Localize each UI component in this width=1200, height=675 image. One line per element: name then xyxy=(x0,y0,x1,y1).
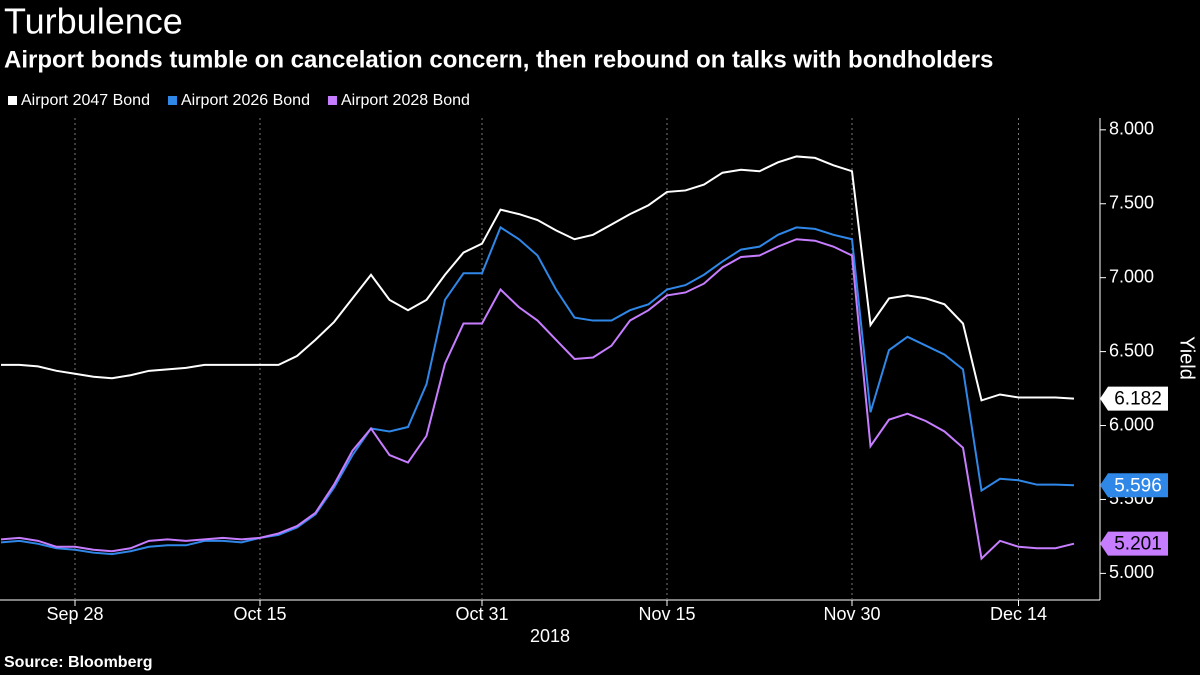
series-line xyxy=(1,155,1075,402)
y-tick-label: 7.500 xyxy=(1109,193,1154,213)
end-label: 5.596 xyxy=(1114,475,1162,496)
legend-swatch xyxy=(8,96,17,105)
x-tick-label: Oct 15 xyxy=(233,604,286,624)
y-tick-label: 5.000 xyxy=(1109,562,1154,582)
legend-label: Airport 2047 Bond xyxy=(21,92,150,109)
legend-swatch xyxy=(167,96,177,105)
end-label-tag xyxy=(1100,473,1168,498)
chart-subtitle: Airport bonds tumble on cancelation conc… xyxy=(4,46,993,73)
legend-swatch xyxy=(327,96,337,105)
y-tick-label: 6.500 xyxy=(1109,340,1154,360)
x-axis-label: 2018 xyxy=(530,626,570,646)
legend-label: Airport 2028 Bond xyxy=(341,92,470,109)
x-tick-label: Nov 30 xyxy=(823,604,880,624)
y-tick-label: 7.000 xyxy=(1109,266,1154,286)
end-label: 6.182 xyxy=(1114,389,1162,410)
source: Source: Bloomberg xyxy=(4,654,152,671)
end-label: 5.201 xyxy=(1114,534,1162,555)
end-label-tag xyxy=(1100,386,1168,411)
series-line xyxy=(0,238,1075,561)
series-line xyxy=(0,225,1075,556)
y-tick-label: 6.000 xyxy=(1109,414,1154,434)
legend-label: Airport 2026 Bond xyxy=(181,92,310,109)
end-label-tag xyxy=(1100,531,1168,556)
y-tick-label: 8.000 xyxy=(1109,119,1154,139)
x-tick-label: Sep 28 xyxy=(46,604,103,624)
y-axis-label: Yield xyxy=(1176,336,1198,380)
x-tick-label: Dec 14 xyxy=(990,604,1047,624)
x-tick-label: Nov 15 xyxy=(638,604,695,624)
chart-title: Turbulence xyxy=(4,1,183,42)
x-tick-label: Oct 31 xyxy=(455,604,508,624)
